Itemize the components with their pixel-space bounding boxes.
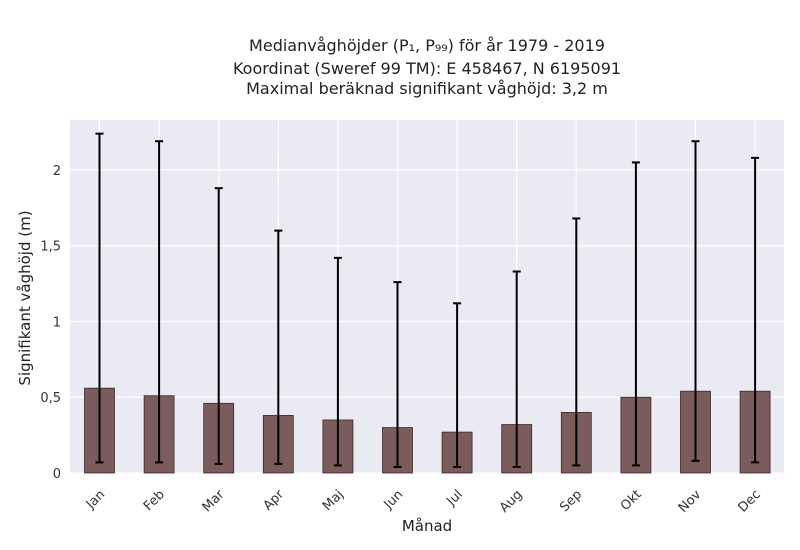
x-tick-label-mar: Mar — [200, 487, 228, 515]
x-tick-label-aug: Aug — [497, 487, 526, 516]
x-tick-label-jun: Jun — [381, 487, 407, 513]
x-tick-label-okt: Okt — [618, 487, 645, 514]
y-tick-label: 1 — [53, 315, 61, 330]
y-tick-label: 1,5 — [40, 240, 61, 255]
y-axis-label: Signifikant våghöjd (m) — [16, 210, 34, 385]
x-tick-label-nov: Nov — [676, 487, 705, 516]
x-axis-label: Månad — [402, 517, 452, 535]
plot-area — [70, 120, 784, 473]
x-tick-label-maj: Maj — [320, 487, 347, 514]
x-tick-label-jan: Jan — [83, 487, 108, 512]
y-tick-label: 0,5 — [40, 391, 61, 406]
x-tick-label-jul: Jul — [444, 487, 466, 509]
x-axis-ticks: Jan Feb Mar Apr Maj Jun Jul Aug Sep Okt Nov Dec — [83, 487, 764, 516]
chart-title: Medianvåghöjder (P₁, P₉₉) för år 1979 - … — [233, 36, 621, 98]
y-axis-ticks: 0 0,5 1 1,5 2 — [40, 164, 61, 482]
y-tick-label: 2 — [53, 164, 61, 179]
x-tick-label-dec: Dec — [736, 487, 764, 515]
x-tick-label-apr: Apr — [261, 487, 288, 514]
y-tick-label: 0 — [53, 467, 61, 482]
chart-title-line-2: Koordinat (Sweref 99 TM): E 458467, N 61… — [233, 59, 621, 78]
chart-title-line-3: Maximal beräknad signifikant våghöjd: 3,… — [246, 79, 608, 98]
x-tick-label-feb: Feb — [141, 487, 168, 514]
x-tick-label-sep: Sep — [557, 487, 585, 515]
chart-title-line-1: Medianvåghöjder (P₁, P₉₉) för år 1979 - … — [249, 36, 605, 55]
error-bars — [95, 132, 760, 468]
